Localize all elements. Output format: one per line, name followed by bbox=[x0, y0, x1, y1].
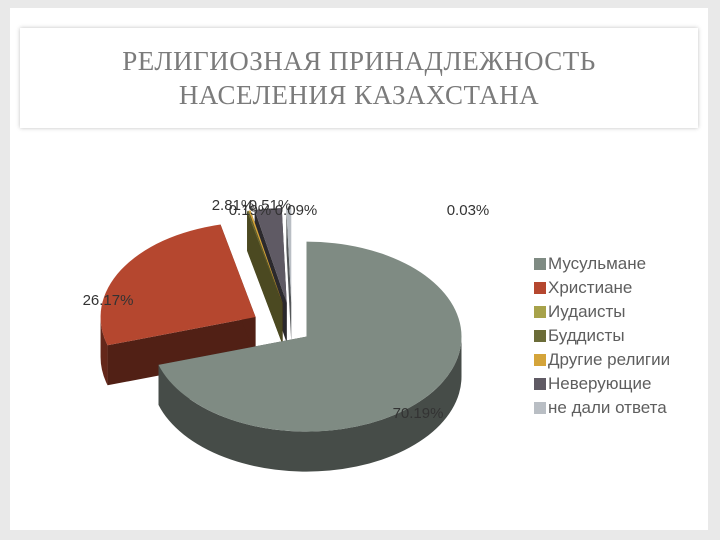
legend-label: Христиане bbox=[548, 278, 633, 297]
slice-3-top bbox=[247, 210, 283, 304]
legend-swatch bbox=[534, 354, 546, 366]
data-label-6: 0.51% bbox=[249, 197, 292, 214]
legend-item: Буддисты bbox=[534, 324, 670, 348]
slice-5-top bbox=[254, 207, 287, 303]
legend-label: Другие религии bbox=[548, 350, 671, 369]
slice-1-side-wall-0 bbox=[100, 317, 108, 386]
data-label-2: 0.03% bbox=[447, 202, 490, 219]
title-box: РЕЛИГИОЗНАЯ ПРИНАДЛЕЖНОСТЬ НАСЕЛЕНИЯ КАЗ… bbox=[20, 28, 698, 128]
slice-6-top bbox=[286, 207, 292, 303]
slice-1-top bbox=[100, 224, 256, 346]
legend-swatch bbox=[534, 378, 546, 390]
data-label-3: 0.09% bbox=[275, 202, 318, 219]
legend-item: Мусульмане bbox=[534, 252, 670, 276]
chart-legend: Мусульмане Христиане Иудаисты Буддисты Други… bbox=[534, 252, 670, 420]
slice-6-radial-wall-0 bbox=[286, 207, 292, 343]
data-label-4: 0.19% bbox=[229, 202, 272, 219]
legend-swatch bbox=[534, 258, 546, 270]
legend-swatch bbox=[534, 306, 546, 318]
legend-item: Христиане bbox=[534, 276, 670, 300]
legend-label: Иудаисты bbox=[548, 302, 626, 321]
legend-label: Мусульмане bbox=[548, 254, 647, 273]
title-line-1: РЕЛИГИОЗНАЯ ПРИНАДЛЕЖНОСТЬ bbox=[122, 46, 596, 76]
title-line-2: НАСЕЛЕНИЯ КАЗАХСТАНА bbox=[178, 80, 540, 110]
legend-item: не дали ответа bbox=[534, 396, 670, 420]
legend-item: Иудаисты bbox=[534, 300, 670, 324]
slice-1-radial-wall-0 bbox=[107, 317, 256, 386]
data-label-5: 2.81% bbox=[212, 197, 255, 214]
legend-item: Другие религии bbox=[534, 348, 670, 372]
legend-swatch bbox=[534, 282, 546, 294]
legend-label: не дали ответа bbox=[548, 398, 667, 417]
legend-swatch bbox=[534, 330, 546, 342]
legend-item: Неверующие bbox=[534, 372, 670, 396]
legend-label: Буддисты bbox=[548, 326, 625, 345]
slice-0-top bbox=[158, 241, 462, 432]
slice-2-radial-wall-1 bbox=[247, 210, 283, 344]
data-label-0: 70.19% bbox=[393, 405, 444, 422]
data-label-1: 26.17% bbox=[83, 292, 134, 309]
chart-title: РЕЛИГИОЗНАЯ ПРИНАДЛЕЖНОСТЬ НАСЕЛЕНИЯ КАЗ… bbox=[122, 44, 596, 112]
slice-0-side-wall-0 bbox=[158, 336, 462, 472]
legend-swatch bbox=[534, 402, 546, 414]
slice-2-top bbox=[247, 210, 283, 304]
slice-4-top bbox=[248, 210, 283, 304]
legend-label: Неверующие bbox=[548, 374, 652, 393]
